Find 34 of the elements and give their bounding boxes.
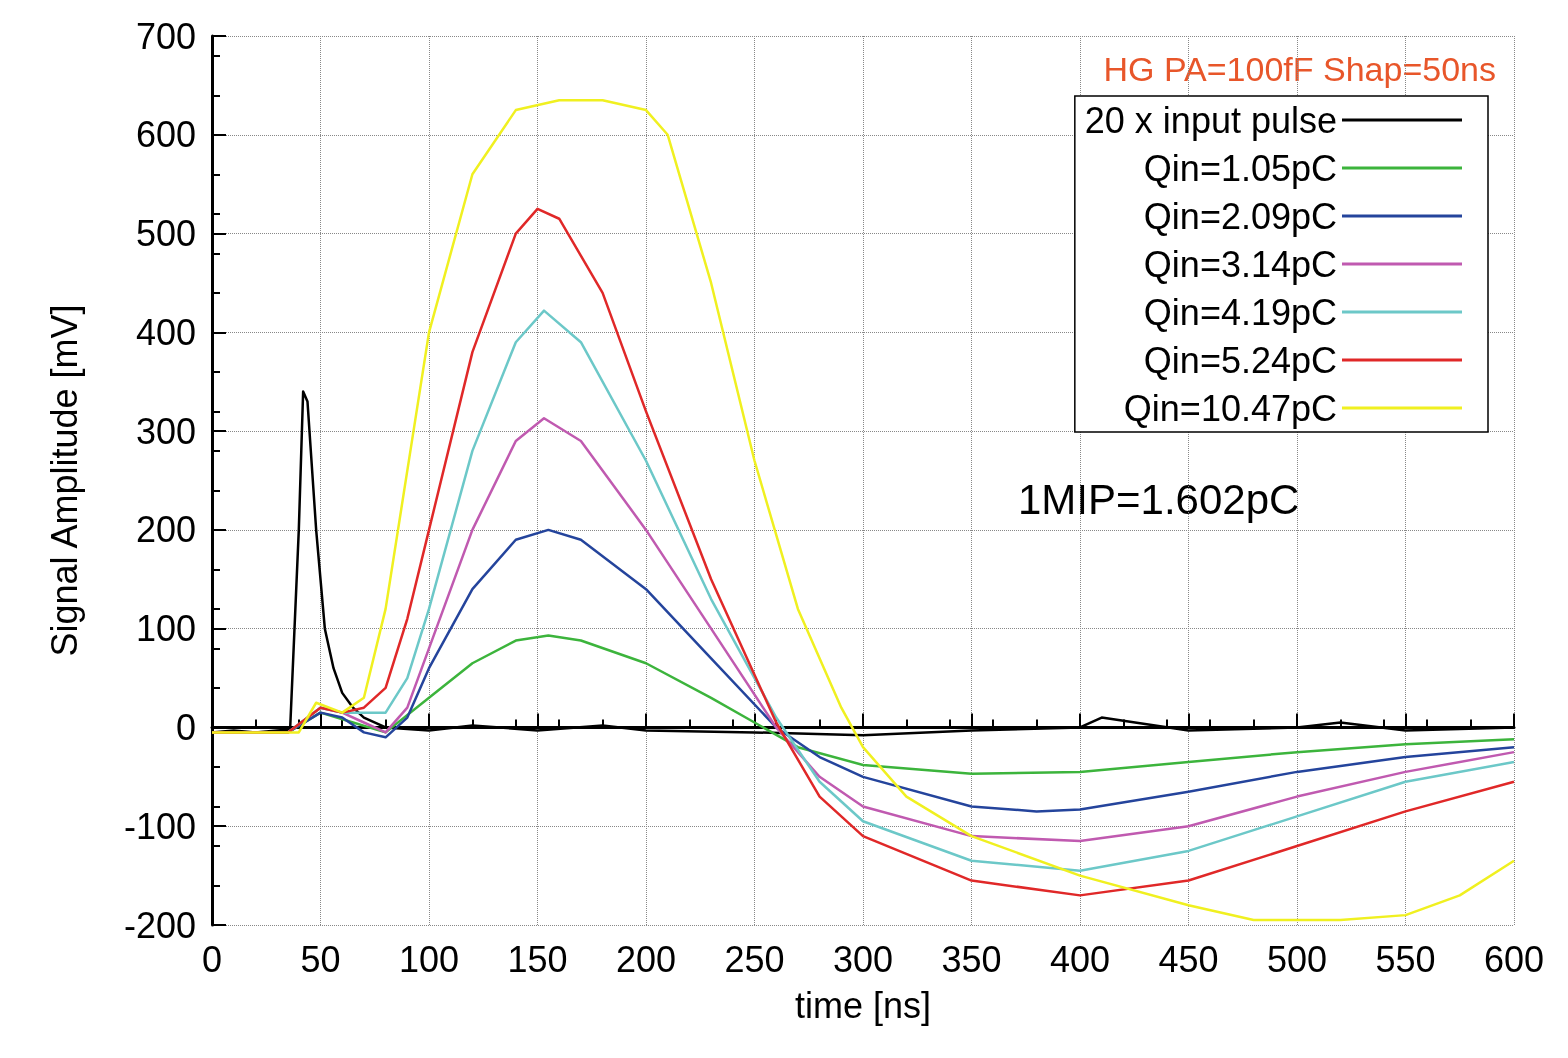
legend-label: 20 x input pulse [1084,99,1337,141]
x-tick-label: 200 [615,938,677,980]
y-tick-label: -200 [123,904,196,946]
y-tick-label: 400 [135,311,196,353]
x-tick-label: 400 [1049,938,1111,980]
y-tick-label: 700 [135,15,196,57]
x-tick-label: 50 [300,938,341,980]
y-tick-label: 600 [135,114,196,156]
x-tick-label: 500 [1266,938,1328,980]
y-tick-label: 0 [175,706,196,748]
x-tick-label: 150 [507,938,568,980]
legend-label: Qin=4.19pC [1143,291,1337,333]
annotation: 1MIP=1.602pC [1018,475,1300,523]
legend-label: Qin=3.14pC [1143,243,1337,285]
x-tick-label: 350 [941,938,1002,980]
legend-label: Qin=2.09pC [1143,195,1337,237]
legend-title: HG PA=100fF Shap=50ns [1103,50,1496,88]
legend-label: Qin=1.05pC [1143,147,1337,189]
x-tick-label: 250 [724,938,785,980]
legend-label: Qin=10.47pC [1123,387,1337,429]
x-tick-label: 600 [1483,938,1545,980]
y-tick-label: 300 [135,410,196,452]
x-tick-label: 550 [1375,938,1436,980]
y-tick-label: 200 [135,509,196,551]
x-tick-label: 100 [398,938,460,980]
y-tick-label: 500 [135,213,196,255]
y-tick-label: 100 [135,608,196,650]
x-axis-title: time [ns] [794,984,932,1026]
x-tick-label: 450 [1158,938,1219,980]
x-tick-label: 300 [832,938,894,980]
y-tick-label: -100 [123,805,196,847]
y-axis-title: Signal Amplitude [mV] [43,304,85,657]
legend-label: Qin=5.24pC [1143,339,1337,381]
x-tick-label: 0 [201,938,223,980]
